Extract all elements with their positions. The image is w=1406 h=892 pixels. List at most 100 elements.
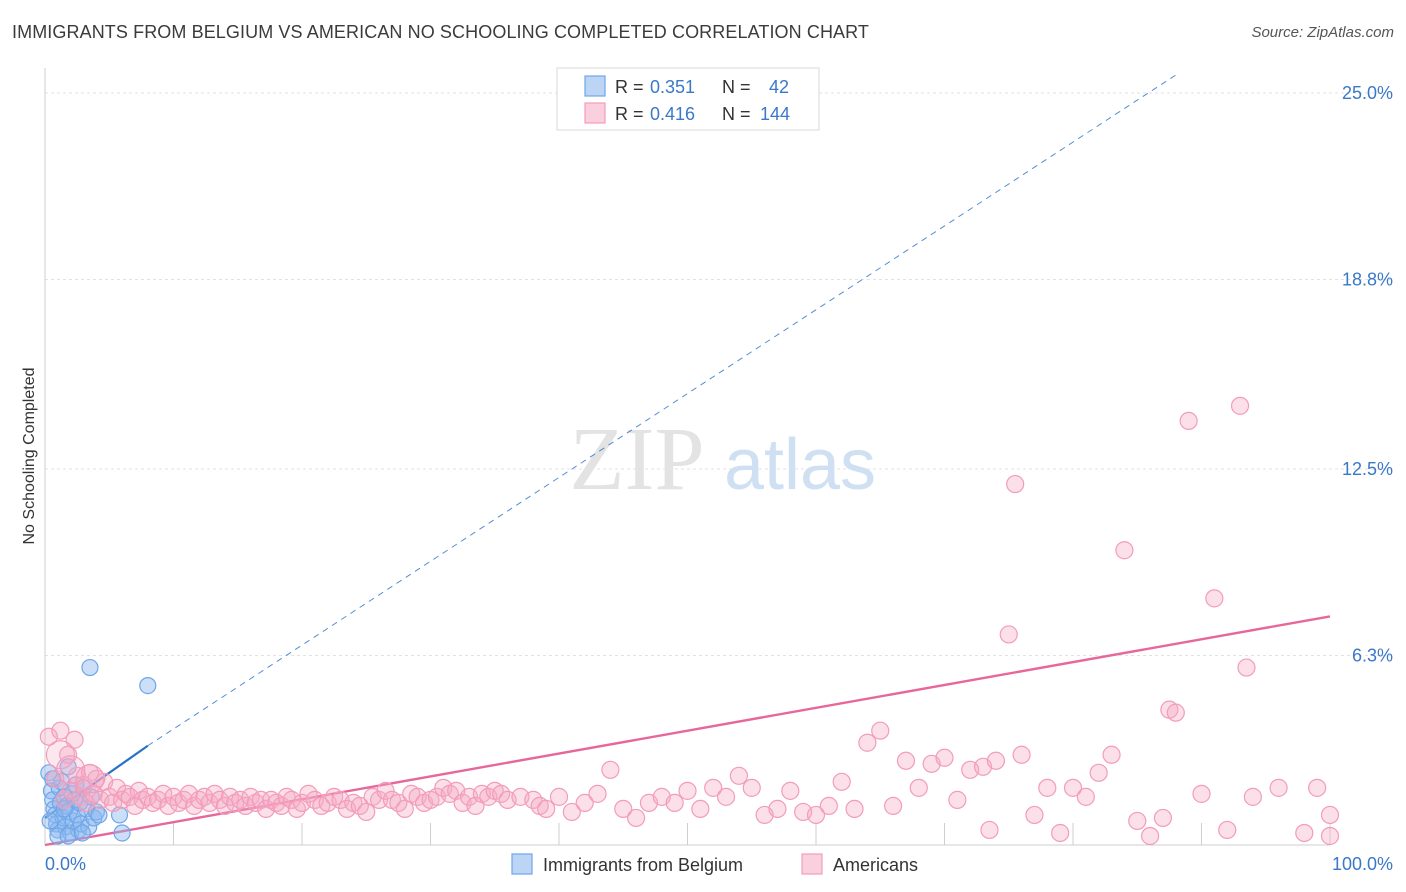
data-point-americans (999, 625, 1018, 644)
data-point-americans (256, 799, 276, 819)
data-point-americans (75, 764, 105, 794)
data-point-americans (1076, 787, 1095, 806)
data-point-americans (704, 778, 723, 797)
data-point-americans (159, 796, 178, 815)
data-point-americans (357, 802, 376, 822)
data-point-americans (59, 745, 78, 764)
data-point-americans (742, 778, 761, 797)
data-point-americans (858, 733, 877, 752)
data-point-americans (1308, 778, 1327, 797)
data-point-americans (262, 790, 281, 809)
data-point-americans (1205, 589, 1224, 608)
data-point-americans (678, 781, 697, 800)
data-point-belgium (80, 818, 98, 836)
data-point-belgium (59, 827, 77, 845)
data-point-americans (1128, 811, 1147, 831)
legend-n-label: N = (722, 104, 751, 124)
data-point-americans (549, 787, 569, 806)
x-tick-label: 0.0% (45, 854, 86, 874)
chart-title: IMMIGRANTS FROM BELGIUM VS AMERICAN NO S… (12, 22, 870, 42)
legend-r-label: R = (615, 104, 644, 124)
data-point-americans (1063, 778, 1083, 797)
data-point-americans (277, 787, 296, 806)
data-point-americans (806, 805, 826, 825)
legend-r-value: 0.416 (650, 104, 695, 124)
data-point-americans (56, 755, 86, 785)
data-point-americans (614, 799, 633, 819)
data-point-americans (1166, 703, 1185, 722)
data-point-americans (133, 790, 152, 809)
data-point-americans (691, 799, 710, 819)
data-point-americans (1025, 805, 1044, 825)
trend-line-pink (44, 615, 1331, 847)
data-point-americans (107, 778, 127, 797)
data-point-americans (1218, 820, 1237, 840)
data-point-americans (129, 781, 148, 800)
data-point-americans (1038, 778, 1057, 797)
data-point-americans (51, 721, 70, 740)
data-point-americans (1237, 658, 1256, 677)
data-point-americans (267, 793, 286, 812)
watermark-atlas: atlas (724, 425, 876, 505)
y-tick-label: 12.5% (1342, 459, 1393, 479)
data-point-americans (729, 766, 749, 785)
data-point-americans (1115, 541, 1134, 560)
data-point-americans (272, 796, 291, 815)
data-point-belgium (73, 824, 91, 842)
data-point-americans (154, 784, 173, 803)
data-point-americans (1320, 826, 1340, 846)
y-axis-label: No Schooling Completed (21, 368, 38, 545)
data-point-americans (1179, 411, 1198, 431)
bottom-legend-swatch-blue (511, 853, 533, 875)
data-point-belgium (113, 824, 131, 842)
data-point-americans (39, 727, 58, 746)
legend-swatch-blue (584, 75, 606, 97)
legend-n-value: 144 (760, 104, 790, 124)
watermark-zip: ZIP (570, 410, 705, 509)
data-point-americans (665, 793, 684, 812)
data-point-americans (935, 748, 954, 767)
data-point-americans (1051, 823, 1070, 843)
data-point-americans (1269, 778, 1288, 797)
data-point-americans (601, 760, 620, 779)
data-point-belgium (81, 658, 99, 677)
x-tick-label: 100.0% (1332, 854, 1393, 874)
legend-n-value: 42 (769, 77, 789, 97)
data-point-belgium (41, 812, 59, 830)
data-point-americans (909, 778, 928, 797)
data-point-americans (871, 721, 890, 740)
data-point-americans (781, 781, 800, 800)
data-point-americans (896, 751, 916, 770)
source-label: Source: ZipAtlas.com (1251, 24, 1394, 41)
data-point-americans (716, 787, 736, 806)
data-point-americans (562, 802, 581, 822)
data-point-americans (1012, 745, 1031, 764)
data-point-americans (179, 784, 199, 803)
y-tick-label: 18.8% (1342, 270, 1393, 290)
data-point-americans (376, 781, 395, 800)
data-point-americans (226, 793, 245, 812)
data-point-belgium (90, 806, 108, 824)
legend-swatch-pink (584, 102, 606, 124)
data-point-americans (169, 793, 188, 812)
legend: R = 0.351 N = 42 R = 0.416 N = 144 (556, 67, 820, 131)
data-point-americans (832, 772, 851, 791)
data-point-americans (948, 790, 967, 809)
data-point-americans (215, 796, 234, 815)
data-point-americans (395, 799, 414, 819)
data-point-americans (588, 784, 607, 803)
data-point-americans (45, 740, 76, 770)
trend-line-blue (44, 744, 149, 819)
bottom-legend-label-blue: Immigrants from Belgium (543, 855, 743, 875)
data-point-americans (370, 790, 389, 809)
data-point-americans (65, 730, 84, 749)
data-point-americans (1140, 826, 1160, 846)
legend-r-label: R = (615, 77, 644, 97)
data-point-americans (143, 793, 163, 812)
legend-r-value: 0.351 (650, 77, 695, 97)
data-point-americans (986, 751, 1006, 770)
data-point-americans (980, 820, 999, 840)
data-point-americans (1153, 808, 1173, 828)
data-point-americans (200, 793, 219, 812)
